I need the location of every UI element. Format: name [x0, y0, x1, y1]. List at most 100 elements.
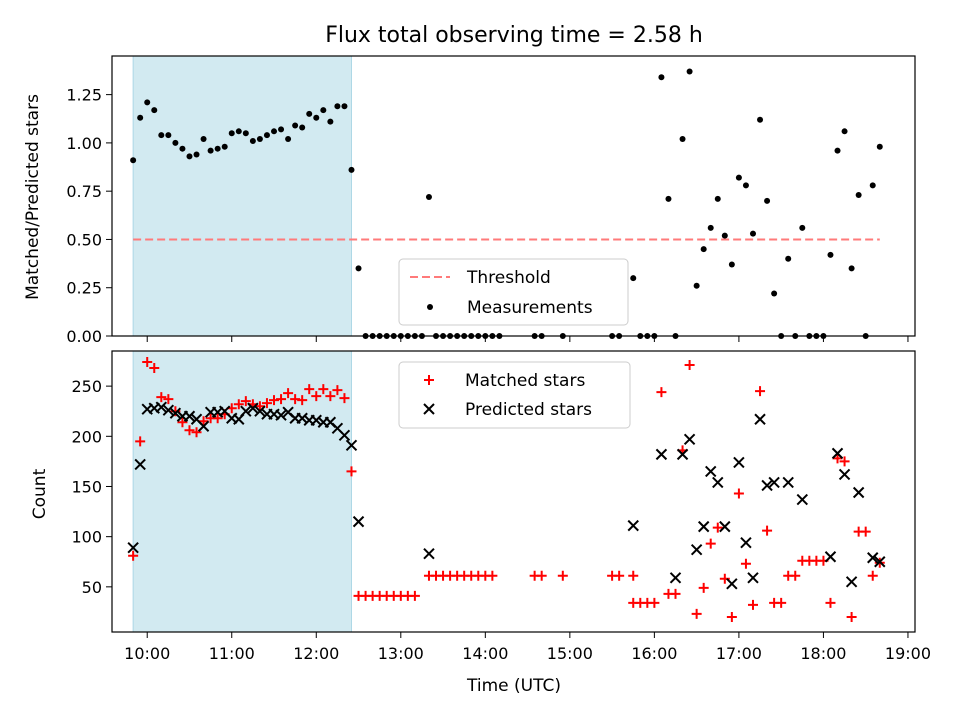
measurement-point: [714, 195, 721, 202]
matched-point: [240, 396, 251, 407]
x-tick-label: 16:00: [631, 644, 677, 663]
matched-point: [867, 570, 878, 581]
y-tick-label: 0.00: [66, 327, 102, 346]
predicted-point: [197, 420, 210, 432]
measurement-point: [221, 143, 228, 150]
matched-point: [149, 363, 160, 374]
measurement-point: [700, 246, 707, 253]
matched-point: [649, 597, 660, 608]
legend-predicted-label: Predicted stars: [465, 400, 592, 420]
measurement-point: [679, 136, 686, 143]
measurement-point: [158, 132, 165, 139]
measurement-point: [271, 128, 278, 135]
predicted-point: [712, 476, 724, 489]
measurement-point: [285, 136, 292, 143]
predicted-point: [782, 476, 794, 489]
matched-point: [128, 550, 139, 561]
matched-point: [297, 395, 308, 406]
predicted-point: [796, 493, 809, 506]
bottom-ylabel: Count: [30, 468, 50, 519]
matched-point: [487, 570, 498, 581]
predicted-point: [240, 405, 252, 417]
predicted-point: [423, 548, 435, 560]
matched-point: [142, 357, 153, 368]
predicted-point: [345, 439, 358, 452]
matched-point: [712, 522, 723, 533]
predicted-point: [655, 448, 668, 461]
matched-point: [290, 394, 301, 405]
measurement-point: [348, 166, 355, 173]
measurement-point: [735, 174, 742, 181]
measurement-point: [827, 251, 834, 258]
legend-box: [398, 361, 631, 429]
matched-point: [726, 611, 737, 622]
predicted-point: [768, 476, 780, 489]
highlight-band: [132, 55, 352, 337]
measurement-point: [327, 118, 334, 125]
predicted-point: [676, 448, 689, 461]
x-tick-label: 12:00: [293, 644, 339, 663]
predicted-point: [683, 433, 696, 446]
predicted-point: [867, 552, 879, 564]
predicted-point: [275, 409, 287, 421]
matched-point: [325, 391, 336, 402]
top-plot-area: 0.00 0.25 0.50 0.75 1.00 1.25: [66, 55, 916, 346]
measurement-point: [341, 103, 348, 110]
predicted-point: [697, 520, 710, 533]
matched-point: [311, 391, 322, 402]
measurement-point: [242, 130, 249, 137]
measurement-point: [355, 265, 362, 272]
measurement-point: [130, 157, 137, 164]
matched-point: [860, 526, 871, 537]
measurement-point: [630, 275, 637, 282]
measurement-point: [728, 261, 735, 268]
predicted-point: [247, 402, 259, 414]
measurement-point: [876, 143, 883, 150]
measurement-point: [749, 230, 756, 237]
predicted-point: [338, 429, 351, 442]
predicted-point: [169, 407, 182, 419]
predicted-point: [183, 410, 196, 422]
y-tick-label: 0.50: [66, 230, 102, 249]
matched-point: [684, 360, 695, 371]
y-tick-label: 0.25: [66, 279, 102, 298]
matched-point: [740, 558, 751, 569]
matched-point: [283, 388, 294, 399]
matched-point: [254, 401, 265, 412]
x-tick-label: 11:00: [209, 644, 255, 663]
matched-point: [346, 466, 357, 477]
matched-point: [790, 570, 801, 581]
matched-point: [719, 573, 730, 584]
matched-point: [747, 599, 758, 610]
predicted-point: [726, 578, 738, 590]
predicted-point: [874, 556, 886, 568]
measurement-point: [172, 139, 179, 146]
y-tick-label: 200: [71, 427, 102, 446]
measurement-point: [144, 99, 151, 106]
measurement-point: [179, 145, 186, 152]
matched-point: [318, 384, 329, 395]
matched-point: [733, 488, 744, 499]
matched-point: [269, 395, 280, 406]
legend-measurement-label: Measurements: [467, 298, 593, 318]
measurement-point: [841, 128, 848, 135]
legend-matched-label: Matched stars: [465, 371, 585, 391]
measurement-point: [785, 255, 792, 262]
measurement-point: [186, 153, 193, 160]
measurement-point: [165, 132, 172, 139]
matched-point: [233, 399, 244, 410]
matched-point: [191, 427, 202, 438]
matched-point: [656, 387, 667, 398]
predicted-point: [134, 458, 146, 471]
measurement-point: [313, 114, 320, 121]
predicted-point: [705, 465, 717, 478]
bottom-plot-area: 50 100 150 200 250 10:00 11:00 12:00 13:00 14:00 1…: [71, 350, 931, 663]
measurement-point: [742, 182, 749, 189]
measurement-point: [299, 124, 306, 131]
matched-point: [614, 570, 625, 581]
measurement-point: [757, 116, 764, 123]
matched-point: [536, 570, 547, 581]
y-tick-label: 150: [71, 477, 102, 496]
measurement-point: [721, 232, 728, 239]
